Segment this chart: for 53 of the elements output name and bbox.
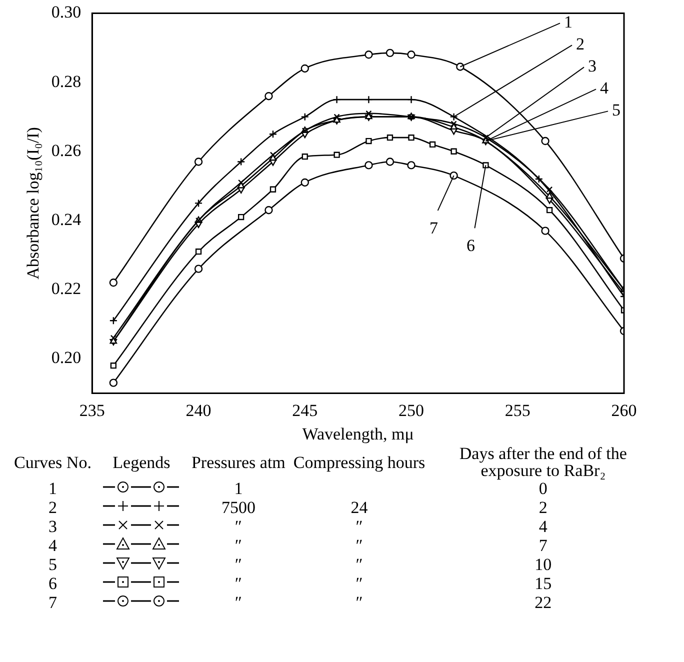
text: 1 bbox=[564, 12, 572, 32]
text: ″ bbox=[354, 555, 364, 574]
text: ″ bbox=[354, 574, 364, 593]
text: Curves No. bbox=[13, 452, 92, 474]
text: 1 bbox=[48, 479, 57, 498]
text: ″ bbox=[234, 574, 243, 593]
text: 4 bbox=[48, 536, 57, 555]
y-tick-label: 0.28 bbox=[51, 72, 82, 91]
y-tick-label: 0.20 bbox=[51, 348, 82, 368]
text: 4 bbox=[600, 78, 609, 98]
text: 22 bbox=[534, 593, 553, 612]
y-tick-label: 0.24 bbox=[51, 210, 82, 229]
text: 1 bbox=[233, 479, 244, 498]
text: 10 bbox=[534, 555, 553, 574]
text: 7 bbox=[48, 593, 57, 612]
y-axis-title: Absorbance log₁₀(I₀/I) bbox=[24, 127, 43, 280]
text: ″ bbox=[354, 536, 364, 555]
text: ″ bbox=[234, 517, 243, 536]
x-tick-label: 255 bbox=[504, 400, 530, 420]
text: 6 bbox=[48, 574, 57, 593]
x-axis-title: Wavelength, mμ bbox=[302, 424, 414, 444]
text: ″ bbox=[354, 593, 364, 612]
x-tick-label: 260 bbox=[611, 400, 637, 420]
text: 2 bbox=[48, 498, 57, 517]
text: Days after the end of the exposure to RaBr₂ bbox=[458, 444, 628, 480]
text: 6 bbox=[466, 236, 475, 256]
x-tick-label: 235 bbox=[79, 400, 105, 420]
text: 24 bbox=[350, 498, 369, 517]
text: Legends bbox=[112, 452, 172, 474]
text: 2 bbox=[538, 498, 548, 517]
text: ″ bbox=[234, 555, 243, 574]
text: 7 bbox=[538, 536, 548, 555]
text: 7500 bbox=[220, 498, 256, 517]
text: Compressing hours bbox=[292, 452, 426, 474]
text: ″ bbox=[234, 593, 243, 612]
text: 3 bbox=[48, 517, 57, 536]
legend-label: 7 bbox=[430, 218, 439, 238]
x-tick-label: 240 bbox=[186, 400, 212, 420]
text: ″ bbox=[234, 536, 243, 555]
text: ″ bbox=[354, 517, 364, 536]
text: 15 bbox=[534, 574, 553, 593]
text: 4 bbox=[538, 517, 548, 536]
x-tick-label: 245 bbox=[292, 400, 318, 420]
text: Pressures atm bbox=[190, 452, 286, 474]
y-tick-label: 0.22 bbox=[51, 279, 82, 298]
y-tick-label: 0.30 bbox=[51, 2, 82, 22]
text: 0 bbox=[538, 479, 548, 498]
text: 5 bbox=[48, 555, 57, 574]
y-tick-label: 0.26 bbox=[51, 140, 82, 160]
text: 5 bbox=[612, 100, 620, 120]
text: 2 bbox=[576, 34, 584, 54]
x-tick-label: 250 bbox=[398, 400, 424, 420]
text: 3 bbox=[588, 56, 596, 76]
